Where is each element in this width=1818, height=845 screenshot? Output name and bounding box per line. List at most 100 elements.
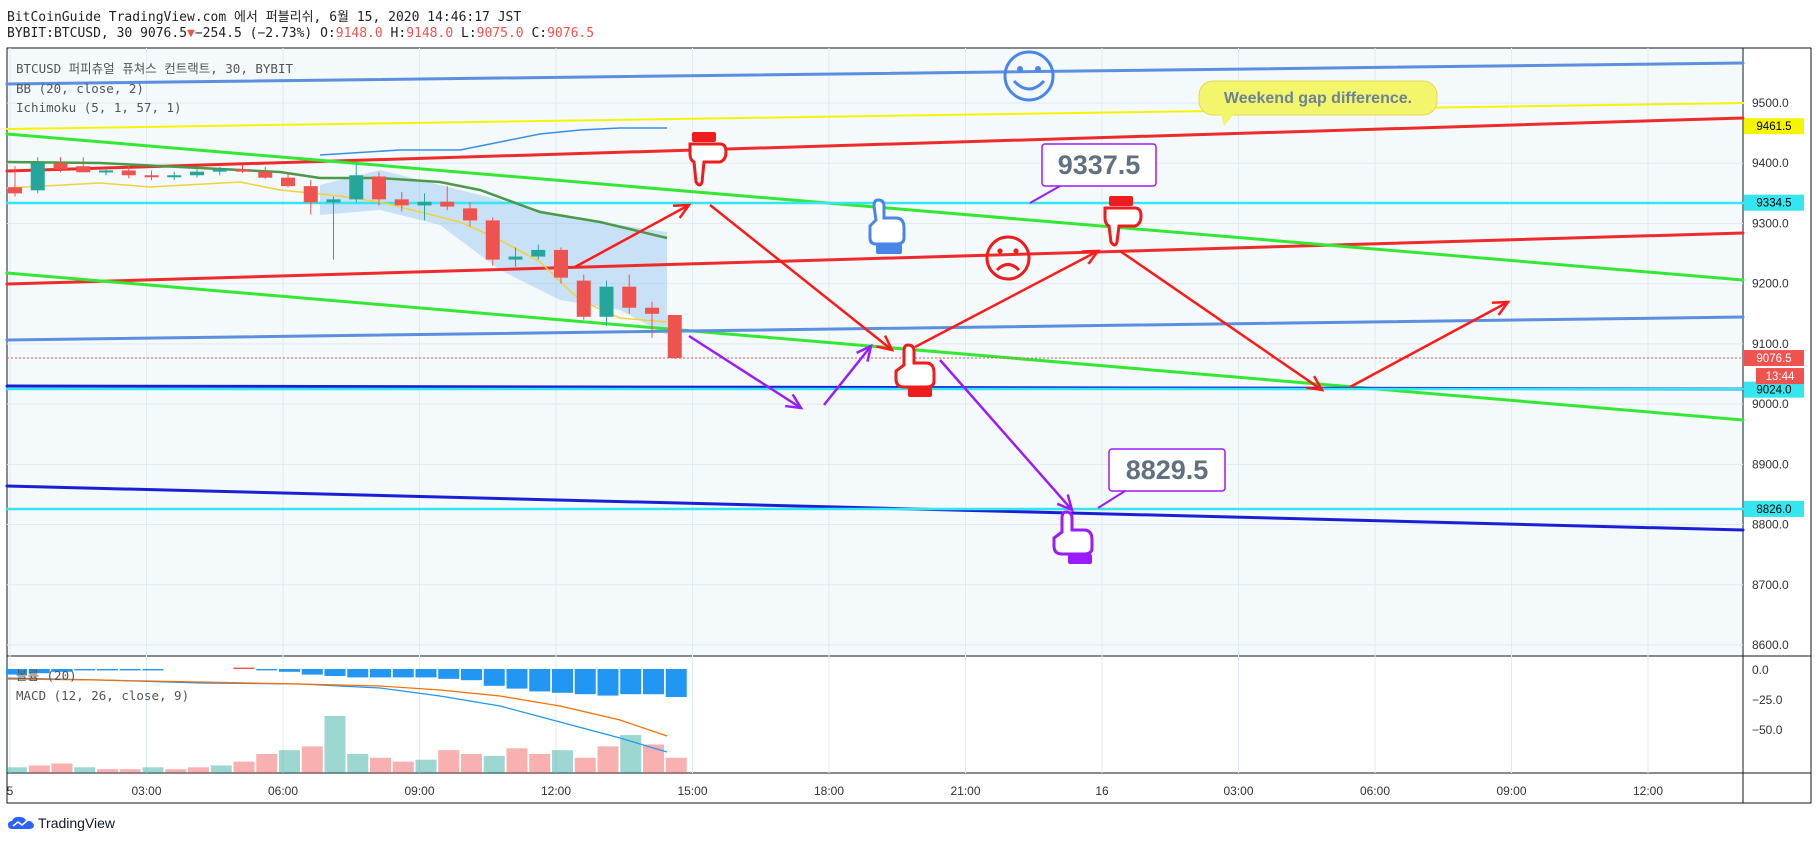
callout-bottom-text: 8829.5 (1126, 455, 1209, 485)
red-arrow-down-2 (1119, 249, 1325, 392)
volume-bar (461, 754, 482, 773)
ohlc-line: BYBIT:BTCUSD, 30 9076.5▼−254.5 (−2.73%) … (7, 26, 595, 41)
volume-bar (574, 757, 596, 773)
macd-hist-bar (97, 669, 118, 671)
yellow-level-line (6, 102, 1744, 130)
chart-frame (6, 47, 1812, 804)
candle-body (508, 256, 523, 260)
macd-hist-bar (324, 669, 346, 676)
hand-pointer-up-icon-purple (1052, 510, 1094, 564)
macd-hist-bar (74, 669, 96, 671)
y-tick-label: 9500.0 (1752, 96, 1789, 110)
macd-hist-bar (347, 669, 369, 678)
x-tick-label: 15:00 (677, 784, 707, 798)
open-value: 9148.0 (335, 26, 383, 41)
price-label: 8826.0 (1756, 504, 1791, 516)
volume-bar (552, 750, 573, 773)
price-label: 9461.5 (1756, 121, 1791, 133)
purple-arrow-down-1 (688, 334, 804, 410)
price-label: 9024.0 (1756, 385, 1791, 397)
candle-body (554, 249, 568, 278)
candle-body (8, 187, 22, 194)
red-arrow-down-1 (709, 204, 895, 352)
macd-hist-bar (415, 669, 437, 678)
y-tick-label: 8700.0 (1752, 578, 1789, 592)
bb-upper-band (319, 127, 667, 156)
arrow-head (784, 393, 804, 410)
volume-bar (620, 735, 642, 773)
countdown-bg (1756, 368, 1804, 385)
publish-info: BitCoinGuide TradingView.com 에서 퍼블리쉬, 6월… (7, 10, 522, 25)
macd-hist-bar (28, 669, 50, 674)
volume-bar (597, 746, 619, 773)
macd-hist-bar (6, 669, 27, 675)
macd-hist-bar (279, 669, 300, 672)
candle-body (30, 163, 45, 191)
x-tick-label: 06:00 (268, 784, 298, 798)
volume-bar (119, 769, 141, 773)
arrow-shaft (823, 345, 872, 406)
volume-bar (665, 757, 687, 773)
candle-body (167, 175, 182, 178)
macd-hist-bar (506, 669, 528, 689)
macd-hist-bar (597, 669, 619, 696)
x-tick-label: 12:00 (541, 784, 571, 798)
macd-hist-bar (392, 669, 414, 678)
tradingview-logo[interactable]: TradingView (8, 815, 115, 831)
arrow-head (1305, 375, 1325, 392)
arrow-shaft (939, 359, 1073, 511)
sad-face-icon (985, 235, 1031, 281)
red-arrow-up-1 (574, 203, 692, 269)
arrow-head (672, 203, 692, 219)
volume-bar (188, 767, 209, 773)
volume-bar (415, 759, 437, 773)
candle-body (372, 176, 386, 200)
weekend-gap-text: Weekend gap difference. (1224, 90, 1412, 107)
candle-body (485, 220, 500, 260)
macd-hist-bar (438, 669, 460, 679)
volume-bar (165, 769, 187, 773)
macd-hist-bar (483, 669, 505, 686)
x-tick-label: 09:00 (1496, 784, 1526, 798)
macd-hist-bar (529, 669, 551, 692)
macd-hist-bar (51, 669, 73, 672)
down-triangle-icon: ▼ (187, 26, 195, 41)
macd-hist-bar (301, 669, 323, 675)
high-value: 9148.0 (406, 26, 454, 41)
macd-signal-line (6, 678, 668, 737)
hand-pointer-down-icon (688, 132, 728, 187)
chart-area-bg (7, 48, 1743, 656)
tradingview-brand: TradingView (38, 815, 116, 831)
weekend-gap-bubble[interactable]: Weekend gap difference. (1198, 80, 1438, 126)
tradingview-cloud-icon (8, 816, 34, 829)
volume-bar (210, 765, 232, 773)
x-tick-label: 16 (1095, 784, 1109, 798)
price-label-bg (1744, 350, 1804, 367)
volume-bar (370, 757, 391, 773)
y-tick-label: 9000.0 (1752, 397, 1789, 411)
x-tick-label: 09:00 (404, 784, 434, 798)
volume-bar (483, 755, 505, 773)
candle-body (394, 199, 409, 206)
arrow-shaft (1349, 300, 1509, 389)
x-tick-label: 18:00 (814, 784, 844, 798)
arrow-head (1491, 300, 1511, 316)
candle-body (212, 169, 227, 172)
macd-hist-bar (665, 669, 687, 697)
candle-body (417, 201, 432, 206)
callout-bottom[interactable]: 8829.5 (1097, 448, 1226, 509)
volume-bar (97, 769, 118, 773)
volume-bar (392, 761, 414, 773)
x-tick-label: 21:00 (950, 784, 980, 798)
purple-arrow-up-1 (823, 343, 873, 406)
blue-channel-top (5, 61, 1745, 86)
candle-body (281, 177, 295, 187)
candle-body (531, 249, 546, 257)
candle-body (349, 175, 364, 200)
macd-tick-label: −25.0 (1752, 693, 1783, 707)
legend-title: BTCUSD 퍼피츄얼 퓨쳐스 컨트랙트, 30, BYBIT (16, 61, 293, 76)
callout-top[interactable]: 9337.5 (1029, 143, 1157, 204)
x-tick-label: 5 (7, 784, 14, 798)
macd-hist-bar (256, 669, 278, 671)
